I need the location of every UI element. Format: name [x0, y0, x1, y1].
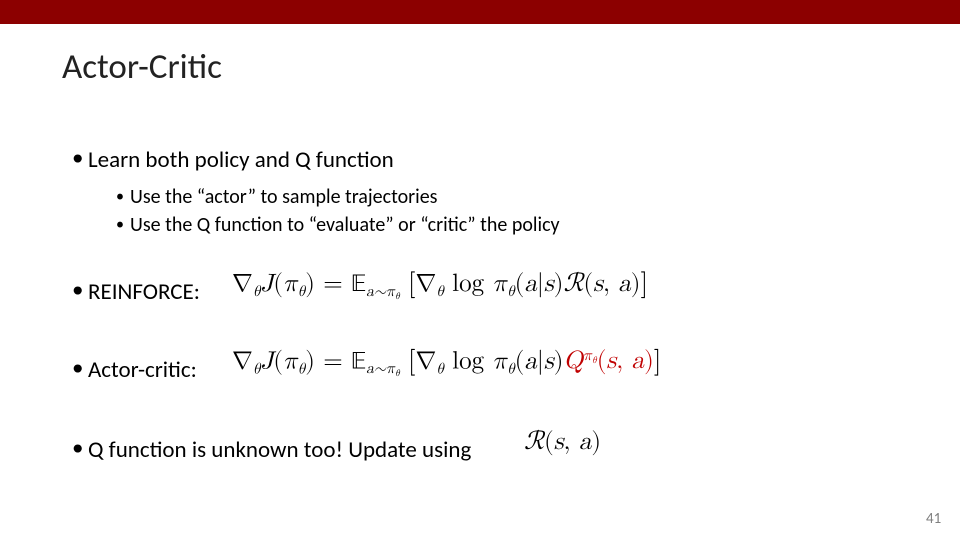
- page-number: 41: [926, 510, 941, 528]
- expectation-icon: 𝔼: [351, 272, 366, 297]
- slide-title: Actor-Critic: [62, 46, 222, 88]
- sub-theta: θ: [395, 291, 400, 301]
- calR-icon: ℛ: [524, 428, 544, 455]
- bullet-actorcritic: • Actor-critic:: [72, 354, 197, 384]
- pi: π: [386, 362, 395, 377]
- bullet-qfun-text: Q function is unknown too! Update using: [88, 436, 471, 464]
- sub-theta: θ: [298, 285, 306, 300]
- math-actorcritic: ∇θJ(πθ) = 𝔼a∼πθ [∇θ log πθ(a|s)Qπθ(s, a)…: [232, 346, 661, 379]
- bullet-dot-icon: •: [116, 187, 122, 206]
- math-rsa: ℛ(s, a): [524, 426, 601, 457]
- tilde: ∼: [374, 362, 386, 377]
- bullet-reinforce: • REINFORCE:: [72, 276, 200, 306]
- nabla-icon: ∇: [232, 271, 253, 296]
- pi: π: [583, 349, 592, 364]
- slide: Actor-Critic • Learn both policy and Q fu…: [0, 0, 960, 540]
- bullet-learn-text: Learn both policy and Q function: [88, 146, 394, 174]
- pi: π: [492, 348, 507, 373]
- nabla-icon: ∇: [415, 348, 436, 373]
- bullet-learn: • Learn both policy and Q function: [72, 144, 394, 174]
- pi: π: [492, 271, 507, 296]
- math-reinforce: ∇θJ(πθ) = 𝔼a∼πθ [∇θ log πθ(a|s)ℛ(s, a)]: [232, 268, 648, 302]
- sub-theta: θ: [395, 368, 400, 378]
- bullet-reinforce-label: REINFORCE:: [88, 278, 200, 306]
- expectation-icon: 𝔼: [351, 349, 366, 374]
- bullet-dot-icon: •: [72, 276, 78, 304]
- bullet-dot-icon: •: [72, 144, 78, 172]
- pi: π: [283, 348, 298, 373]
- sub-theta: θ: [298, 362, 306, 377]
- bullet-sub2-text: Use the Q function to “evaluate” or “cri…: [130, 213, 560, 237]
- calR-icon: ℛ: [563, 270, 583, 297]
- sub-theta: θ: [436, 285, 444, 300]
- nabla-icon: ∇: [232, 348, 253, 373]
- pi: π: [283, 271, 298, 296]
- bullet-sub1: • Use the “actor” to sample trajectories: [116, 185, 437, 209]
- bullet-dot-icon: •: [116, 215, 122, 234]
- sub-theta: θ: [507, 362, 515, 377]
- nabla-icon: ∇: [415, 271, 436, 296]
- bullet-sub2: • Use the Q function to “evaluate” or “cr…: [116, 213, 560, 237]
- tilde: ∼: [374, 285, 386, 300]
- bullet-dot-icon: •: [72, 354, 78, 382]
- bullet-sub1-text: Use the “actor” to sample trajectories: [130, 185, 437, 209]
- sub-theta: θ: [592, 355, 597, 365]
- pi: π: [386, 285, 395, 300]
- top-bar: [0, 0, 960, 24]
- sub-theta: θ: [507, 285, 515, 300]
- bullet-actorcritic-label: Actor-critic:: [88, 356, 197, 384]
- bullet-dot-icon: •: [72, 434, 78, 462]
- sub-theta: θ: [436, 362, 444, 377]
- bullet-qfun: • Q function is unknown too! Update using: [72, 434, 471, 464]
